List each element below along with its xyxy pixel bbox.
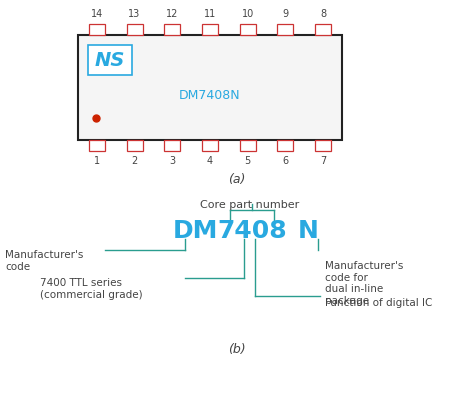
- Text: Core part number: Core part number: [201, 200, 300, 210]
- Text: Manufacturer's
code for
dual in-line
package: Manufacturer's code for dual in-line pac…: [325, 261, 403, 306]
- Text: 7: 7: [320, 156, 326, 166]
- Text: 1: 1: [94, 156, 100, 166]
- Text: 13: 13: [128, 9, 141, 19]
- Text: Function of digital IC: Function of digital IC: [325, 298, 432, 308]
- Text: 2: 2: [131, 156, 137, 166]
- Text: Manufacturer's
code: Manufacturer's code: [5, 250, 83, 271]
- Bar: [240, 24, 255, 35]
- Text: 4: 4: [207, 156, 213, 166]
- Bar: [277, 24, 293, 35]
- Text: DM: DM: [173, 219, 218, 243]
- Text: (a): (a): [228, 173, 246, 186]
- Text: 3: 3: [169, 156, 175, 166]
- Text: 12: 12: [166, 9, 179, 19]
- Text: 10: 10: [242, 9, 254, 19]
- Bar: [315, 140, 331, 151]
- Bar: [315, 24, 331, 35]
- Bar: [277, 140, 293, 151]
- Text: N: N: [298, 219, 319, 243]
- Bar: [202, 24, 218, 35]
- FancyBboxPatch shape: [88, 45, 132, 75]
- Text: 5: 5: [245, 156, 251, 166]
- Bar: [164, 24, 180, 35]
- Bar: [89, 140, 105, 151]
- Bar: [202, 140, 218, 151]
- Bar: [127, 140, 143, 151]
- Text: 7408: 7408: [217, 219, 287, 243]
- Bar: [164, 140, 180, 151]
- Text: 7400 TTL series
(commercial grade): 7400 TTL series (commercial grade): [40, 278, 143, 300]
- Text: 11: 11: [204, 9, 216, 19]
- Text: 8: 8: [320, 9, 326, 19]
- Text: (b): (b): [228, 343, 246, 356]
- Text: DM7408N: DM7408N: [179, 89, 241, 102]
- Text: 6: 6: [283, 156, 289, 166]
- Text: 14: 14: [91, 9, 103, 19]
- Text: NS: NS: [95, 51, 125, 70]
- Bar: [240, 140, 255, 151]
- Bar: [78, 35, 342, 140]
- Bar: [89, 24, 105, 35]
- Text: 9: 9: [283, 9, 289, 19]
- Bar: [127, 24, 143, 35]
